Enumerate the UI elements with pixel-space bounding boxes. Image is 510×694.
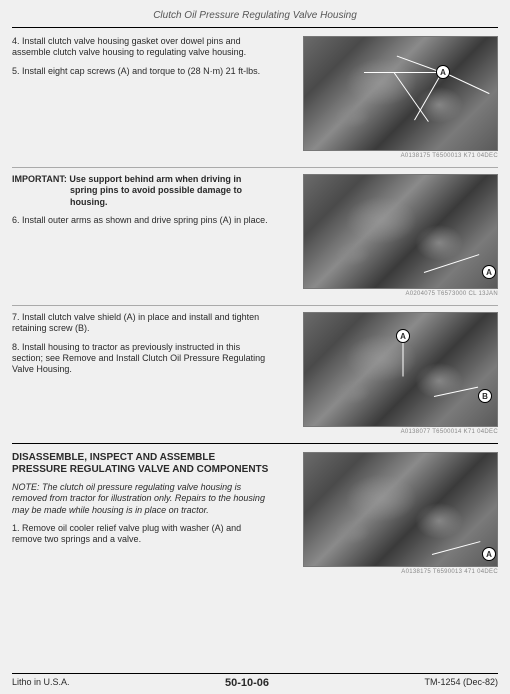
leadline	[394, 72, 429, 122]
step-num: 5.	[12, 66, 20, 76]
important-note: IMPORTANT: Use support behind arm when d…	[12, 174, 270, 208]
callout-a: A	[482, 547, 496, 561]
step-6: 6. Install outer arms as shown and drive…	[12, 215, 270, 226]
leadline	[414, 72, 442, 120]
step-text: Install clutch valve housing gasket over…	[12, 36, 246, 57]
step-5: 5. Install eight cap screws (A) and torq…	[12, 66, 270, 77]
section-2-image-col: A A0204075 T6573000 CL 13JAN	[280, 174, 498, 297]
step-text: Install housing to tractor as previously…	[12, 342, 265, 375]
important-label: IMPORTANT:	[12, 174, 67, 184]
section-4-image-col: A A0138175 T6590013 471 04DEC	[280, 452, 498, 575]
step-1: 1. Remove oil cooler relief valve plug w…	[12, 523, 270, 546]
section-1: 4. Install clutch valve housing gasket o…	[12, 36, 498, 159]
photo-2: A	[303, 174, 498, 289]
callout-a: A	[396, 329, 410, 343]
photo-1: A	[303, 36, 498, 151]
photo-caption: A0138175 T6590013 471 04DEC	[303, 569, 498, 575]
section-2-text: IMPORTANT: Use support behind arm when d…	[12, 174, 270, 297]
step-text: Remove oil cooler relief valve plug with…	[12, 523, 241, 544]
step-text: Install eight cap screws (A) and torque …	[22, 66, 260, 76]
step-num: 4.	[12, 36, 20, 46]
callout-a: A	[436, 65, 450, 79]
rule	[12, 167, 498, 168]
step-8: 8. Install housing to tractor as previou…	[12, 342, 270, 376]
step-num: 1.	[12, 523, 20, 533]
important-text: housing.	[12, 197, 108, 207]
important-text: Use support behind arm when driving in	[69, 174, 241, 184]
photo-4: A	[303, 452, 498, 567]
step-num: 8.	[12, 342, 20, 352]
rule-top	[12, 27, 498, 28]
callout-a: A	[482, 265, 496, 279]
section-3-text: 7. Install clutch valve shield (A) in pl…	[12, 312, 270, 435]
photo-3: A B	[303, 312, 498, 427]
section-1-image-col: A A0138175 T6500013 K71 04DEC	[280, 36, 498, 159]
callout-b: B	[478, 389, 492, 403]
step-7: 7. Install clutch valve shield (A) in pl…	[12, 312, 270, 335]
page-footer: Litho in U.S.A. 50-10-06 TM-1254 (Dec-82…	[12, 673, 498, 689]
section-3-image-col: A B A0138077 T6500014 K71 04DEC	[280, 312, 498, 435]
step-num: 6.	[12, 215, 20, 225]
leadline	[432, 541, 481, 555]
section-2: IMPORTANT: Use support behind arm when d…	[12, 174, 498, 297]
important-text: spring pins to avoid possible damage to	[12, 185, 242, 195]
section-3: 7. Install clutch valve shield (A) in pl…	[12, 312, 498, 435]
rule	[12, 443, 498, 444]
photo-caption: A0138175 T6500013 K71 04DEC	[303, 153, 498, 159]
step-text: Install outer arms as shown and drive sp…	[22, 215, 268, 225]
section-subhead: DISASSEMBLE, INSPECT AND ASSEMBLE PRESSU…	[12, 452, 270, 476]
step-text: Install clutch valve shield (A) in place…	[12, 312, 259, 333]
leadline	[424, 254, 479, 273]
rule	[12, 305, 498, 306]
leadline	[444, 72, 490, 94]
section-note: NOTE: The clutch oil pressure regulating…	[12, 482, 270, 516]
photo-caption: A0138077 T6500014 K71 04DEC	[303, 429, 498, 435]
step-num: 7.	[12, 312, 20, 322]
footer-right: TM-1254 (Dec-82)	[424, 677, 498, 689]
section-4: DISASSEMBLE, INSPECT AND ASSEMBLE PRESSU…	[12, 452, 498, 575]
section-1-text: 4. Install clutch valve housing gasket o…	[12, 36, 270, 159]
footer-left: Litho in U.S.A.	[12, 677, 70, 689]
leadline	[434, 387, 478, 397]
section-4-text: DISASSEMBLE, INSPECT AND ASSEMBLE PRESSU…	[12, 452, 270, 575]
step-4: 4. Install clutch valve housing gasket o…	[12, 36, 270, 59]
leadline	[364, 72, 436, 73]
photo-caption: A0204075 T6573000 CL 13JAN	[303, 291, 498, 297]
page-title: Clutch Oil Pressure Regulating Valve Hou…	[12, 10, 498, 21]
footer-center: 50-10-06	[225, 677, 269, 689]
